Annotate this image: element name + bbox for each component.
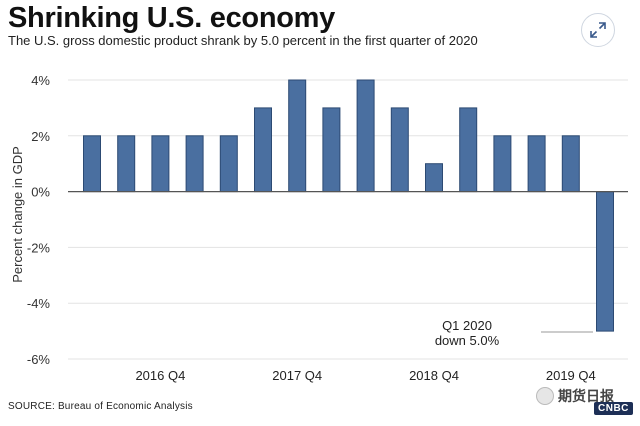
y-tick-label: -2% [27, 240, 51, 255]
chart-subtitle: The U.S. gross domestic product shrank b… [8, 33, 478, 48]
bar [596, 191, 614, 332]
annotation-line2: down 5.0% [435, 333, 500, 348]
bar [254, 107, 272, 193]
y-tick-label: 0% [31, 185, 50, 200]
bar [151, 135, 170, 193]
y-tick-label: 4% [31, 73, 50, 88]
bar [322, 107, 341, 193]
cnbc-logo: CNBC [594, 402, 633, 415]
x-tick-label: 2017 Q4 [272, 368, 322, 383]
y-tick-label: -6% [27, 352, 51, 367]
bar [561, 135, 580, 193]
source-note: SOURCE: Bureau of Economic Analysis [8, 401, 193, 412]
bar [219, 135, 238, 193]
watermark-logo-icon [536, 387, 554, 405]
x-tick-label: 2018 Q4 [409, 368, 459, 383]
x-tick-label: 2016 Q4 [135, 368, 185, 383]
expand-button[interactable] [581, 13, 615, 47]
bar [117, 135, 136, 193]
bar [527, 135, 546, 193]
bar [356, 79, 375, 193]
chart-title: Shrinking U.S. economy [8, 2, 335, 34]
y-tick-label: 2% [31, 129, 50, 144]
bar [185, 135, 204, 193]
watermark-text: 期货日报 [558, 388, 614, 404]
bar [390, 107, 409, 193]
y-axis-label: Percent change in GDP [10, 146, 25, 283]
bar [493, 135, 512, 193]
y-tick-label: -4% [27, 296, 51, 311]
bar [425, 163, 443, 193]
x-tick-label: 2019 Q4 [546, 368, 596, 383]
bar [83, 135, 101, 193]
watermark: 期货日报 [536, 386, 614, 406]
bar [459, 107, 478, 193]
annotation-line1: Q1 2020 [442, 318, 492, 333]
bar [288, 79, 307, 193]
expand-arrows-icon [590, 22, 606, 38]
